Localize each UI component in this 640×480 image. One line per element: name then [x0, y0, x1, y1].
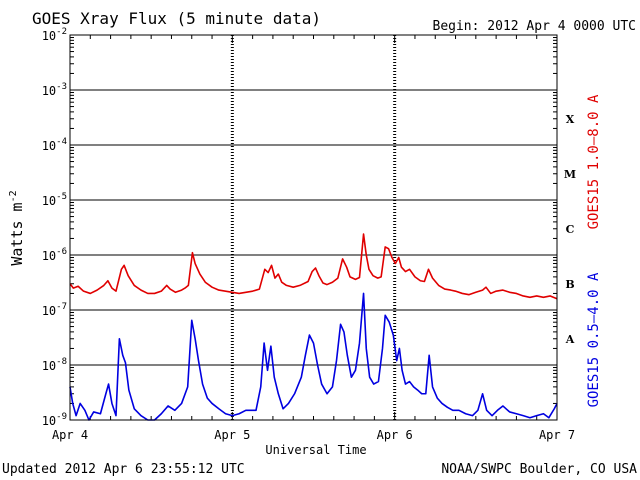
grid-layer: [69, 35, 558, 420]
begin-label: Begin: 2012 Apr 4 0000 UTC: [433, 19, 637, 34]
x-tick-label: Apr 7: [539, 428, 575, 442]
y-tick-label: 10-6: [42, 247, 67, 263]
updated-timestamp: Updated 2012 Apr 6 23:55:12 UTC: [2, 462, 245, 477]
flare-class-label: X: [566, 113, 575, 126]
legend-series-short: GOES15 0.5–4.0 A: [586, 272, 602, 407]
flare-class-label: B: [565, 278, 574, 291]
x-axis-label: Universal Time: [265, 443, 366, 457]
flare-class-label: C: [566, 223, 575, 236]
y-axis-label: Watts m-2: [8, 190, 26, 265]
y-tick-label: 10-3: [42, 82, 67, 98]
series-line-1: [69, 292, 558, 421]
y-tick-label: 10-7: [42, 302, 67, 318]
y-tick-label: 10-8: [42, 357, 67, 373]
y-tick-labels: 10-2 10-3 10-4 10-5 10-6 10-7 10-8 10-9: [42, 27, 67, 428]
x-tick-label: Apr 5: [214, 428, 250, 442]
legend-series-long: GOES15 1.0–8.0 A: [586, 94, 602, 229]
x-tick-label: Apr 6: [377, 428, 413, 442]
credit-text: NOAA/SWPC Boulder, CO USA: [441, 462, 637, 477]
flare-class-labels: X M C B A: [564, 113, 576, 346]
y-tick-label: 10-9: [42, 412, 67, 428]
flare-class-label: M: [564, 168, 576, 181]
x-tick-labels: Apr 4 Apr 5 Apr 6 Apr 7: [52, 428, 575, 442]
plot-frame: [69, 34, 558, 421]
series-line-0: [69, 233, 558, 300]
x-tick-label: Apr 4: [52, 428, 88, 442]
chart-title: GOES Xray Flux (5 minute data): [32, 9, 321, 28]
y-tick-label: 10-5: [42, 192, 67, 208]
y-axis-label-text: Watts m: [8, 202, 26, 265]
flare-class-label: A: [565, 333, 575, 346]
series-layer: [69, 233, 558, 421]
y-tick-label: 10-2: [42, 27, 67, 43]
y-tick-label: 10-4: [42, 137, 67, 153]
y-axis-label-exponent: -2: [8, 190, 19, 202]
